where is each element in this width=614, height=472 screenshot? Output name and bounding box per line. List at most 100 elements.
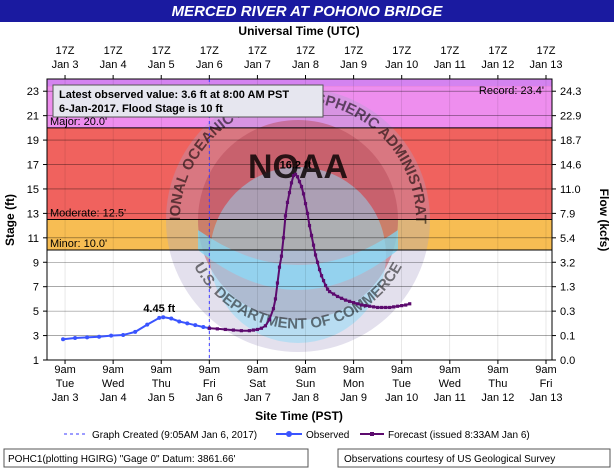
forecast-point — [293, 172, 298, 176]
bottom-tick-time: 9am — [343, 364, 364, 376]
footer-left-box — [3, 448, 309, 468]
observed-point — [97, 334, 102, 339]
forecast-point — [384, 305, 388, 310]
top-tick-time: 17Z — [488, 45, 507, 57]
peak-annotation-1: 16.2 ft — [280, 159, 312, 171]
forecast-point — [317, 267, 322, 272]
forecast-point — [291, 173, 296, 178]
observed-point — [201, 325, 206, 330]
bottom-tick-time: 9am — [391, 364, 412, 376]
bottom-tick-day: Wed — [439, 378, 461, 390]
right-tick-label: 3.2 — [560, 257, 575, 269]
forecast-point — [287, 191, 292, 195]
bottom-tick-time: 9am — [54, 364, 75, 376]
bottom-axis-title: Site Time (PST) — [255, 409, 343, 423]
bottom-tick-day: Sun — [296, 378, 316, 390]
legend-forecast-marker — [370, 432, 374, 436]
right-axis-title: Flow (kcfs) — [597, 189, 611, 252]
forecast-point — [356, 302, 360, 306]
bottom-tick-date: Jan 11 — [434, 392, 466, 404]
info-box-background — [52, 84, 324, 118]
forecast-point — [327, 289, 332, 294]
observed-point — [185, 321, 190, 326]
forecast-point — [281, 236, 286, 240]
forecast-point — [231, 328, 235, 332]
right-axis: 0.0 0.1 0.3 1.3 3.2 5.4 7.9 11.0 14.6 18.7 22.9 24.… — [552, 86, 581, 367]
top-tick-date: Jan 8 — [292, 59, 319, 71]
forecast-point — [309, 233, 314, 237]
bottom-tick-time: 9am — [487, 364, 508, 376]
plot-area: NOAA NATIONAL OCEANIC AND ATMOSPHERIC AD… — [47, 79, 552, 360]
forecast-point — [368, 304, 372, 308]
left-tick-label: 9 — [33, 257, 39, 269]
top-tick-time: 17Z — [537, 45, 556, 57]
left-axis-title: Stage (ft) — [3, 194, 17, 246]
right-tick-label: 22.9 — [560, 111, 581, 123]
right-tick-label: 11.0 — [560, 184, 581, 196]
top-tick-time: 17Z — [296, 45, 315, 57]
bottom-tick-date: Jan 6 — [196, 392, 223, 404]
forecast-point — [364, 304, 368, 308]
bottom-tick-day: Fri — [203, 378, 216, 390]
forecast-point — [323, 283, 328, 288]
top-tick-time: 17Z — [200, 45, 219, 57]
forecast-point — [400, 304, 404, 308]
bottom-tick-time: 9am — [247, 364, 268, 376]
observed-point — [133, 329, 138, 334]
footer-right-box — [337, 448, 611, 468]
top-tick-date: Jan 3 — [52, 59, 79, 71]
left-tick-label: 19 — [27, 135, 39, 147]
right-tick-label: 0.1 — [560, 331, 575, 343]
top-tick-date: Jan 4 — [100, 59, 127, 71]
footer-datum: POHC1(plotting HGIRG) "Gage 0" Datum: 38… — [8, 454, 236, 465]
forecast-point — [376, 305, 380, 310]
forecast-point — [388, 305, 392, 310]
forecast-point — [277, 265, 282, 269]
forecast-point — [319, 274, 324, 278]
bottom-tick-time: 9am — [535, 364, 556, 376]
forecast-point — [215, 327, 219, 331]
forecast-point — [273, 297, 278, 301]
chart-title: MERCED RIVER AT POHONO BRIDGE — [172, 3, 444, 20]
top-tick-time: 17Z — [392, 45, 411, 57]
forecast-point — [396, 304, 400, 308]
forecast-point — [325, 287, 330, 291]
top-axis: 17Z Jan 3 17Z Jan 4 17Z Jan 5 17Z Jan 6 17Z Jan 7… — [52, 45, 563, 79]
top-tick-time: 17Z — [344, 45, 363, 57]
top-tick-time: 17Z — [56, 45, 75, 57]
forecast-point — [239, 329, 243, 333]
top-tick-time: 17Z — [152, 45, 171, 57]
forecast-point — [321, 278, 326, 283]
info-line-2: 6-Jan-2017. Flood Stage is 10 ft — [59, 103, 223, 115]
info-line-1: Latest observed value: 3.6 ft at 8:00 AM… — [59, 89, 289, 101]
left-tick-label: 3 — [33, 331, 39, 343]
bottom-tick-day: Tue — [392, 378, 411, 390]
flood-label-moderate: Moderate: 12.5' — [50, 208, 126, 220]
forecast-point — [360, 303, 364, 307]
observed-point — [193, 323, 198, 328]
right-tick-label: 0.0 — [560, 355, 575, 367]
observed-point — [177, 319, 182, 324]
observed-point — [121, 332, 126, 337]
top-tick-date: Jan 7 — [244, 59, 271, 71]
bottom-tick-time: 9am — [199, 364, 220, 376]
bottom-tick-day: Mon — [343, 378, 364, 390]
top-tick-date: Jan 12 — [481, 59, 514, 71]
forecast-point — [295, 175, 300, 179]
top-tick-time: 17Z — [248, 45, 267, 57]
right-tick-label: 5.4 — [560, 233, 575, 245]
annotations: 4.45 ft 16.2 ft — [143, 159, 311, 315]
latest-value-box: Latest observed value: 3.6 ft at 8:00 AM… — [52, 84, 324, 118]
top-tick-date: Jan 5 — [148, 59, 175, 71]
title-bar — [0, 0, 614, 22]
forecast-point — [223, 327, 227, 332]
forecast-point — [299, 184, 304, 189]
observed-line — [62, 316, 210, 341]
record-label: Record: 23.4' — [479, 85, 544, 97]
observed-point — [145, 322, 150, 327]
footer-credit: Observations courtesy of US Geological S… — [344, 454, 555, 465]
forecast-point — [263, 324, 268, 328]
bottom-tick-date: Jan 3 — [52, 392, 79, 404]
